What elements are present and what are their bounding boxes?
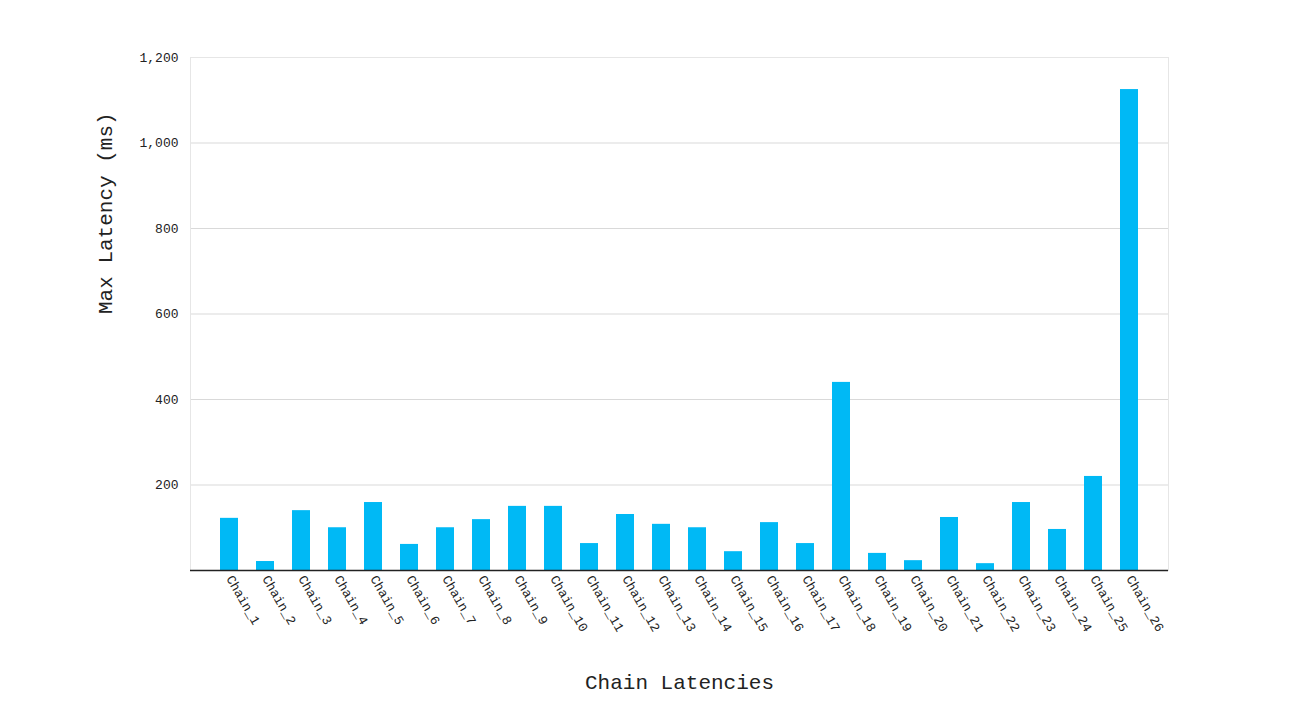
svg-text:Chain_16: Chain_16	[762, 573, 807, 635]
svg-text:Chain_3: Chain_3	[294, 573, 334, 628]
svg-text:Chain_18: Chain_18	[834, 573, 879, 635]
svg-text:Chain_13: Chain_13	[654, 573, 699, 635]
svg-text:Max Latency (ms): Max Latency (ms)	[95, 112, 118, 314]
svg-text:Chain_11: Chain_11	[582, 573, 627, 635]
svg-text:Chain_22: Chain_22	[978, 573, 1023, 635]
svg-text:Chain_26: Chain_26	[1122, 573, 1166, 635]
svg-text:Chain_19: Chain_19	[870, 573, 915, 635]
svg-text:Chain_25: Chain_25	[1086, 573, 1131, 635]
svg-text:Chain_7: Chain_7	[438, 573, 478, 628]
svg-text:Chain_8: Chain_8	[474, 573, 514, 628]
svg-text:1,000: 1,000	[139, 136, 178, 151]
svg-text:400: 400	[155, 393, 178, 408]
svg-text:Chain_14: Chain_14	[690, 573, 735, 635]
svg-text:1,200: 1,200	[139, 51, 178, 66]
svg-text:Chain_15: Chain_15	[726, 573, 771, 635]
svg-text:600: 600	[155, 307, 178, 322]
svg-text:Chain_1: Chain_1	[222, 573, 262, 628]
svg-text:Chain_20: Chain_20	[906, 573, 951, 635]
svg-text:Chain_12: Chain_12	[618, 573, 663, 635]
svg-text:Chain_21: Chain_21	[942, 573, 987, 635]
svg-text:Chain_24: Chain_24	[1050, 573, 1095, 635]
svg-text:Chain_23: Chain_23	[1014, 573, 1059, 635]
svg-text:Chain_2: Chain_2	[258, 573, 298, 628]
svg-text:200: 200	[155, 478, 178, 493]
svg-text:Chain_5: Chain_5	[366, 573, 406, 628]
svg-text:Chain_6: Chain_6	[402, 573, 442, 628]
svg-text:Chain_9: Chain_9	[510, 573, 550, 628]
svg-text:Chain_10: Chain_10	[546, 573, 591, 635]
svg-text:Chain Latencies: Chain Latencies	[585, 672, 774, 695]
svg-text:800: 800	[155, 222, 178, 237]
svg-text:Chain_4: Chain_4	[330, 573, 370, 628]
svg-text:Chain_17: Chain_17	[798, 573, 843, 635]
